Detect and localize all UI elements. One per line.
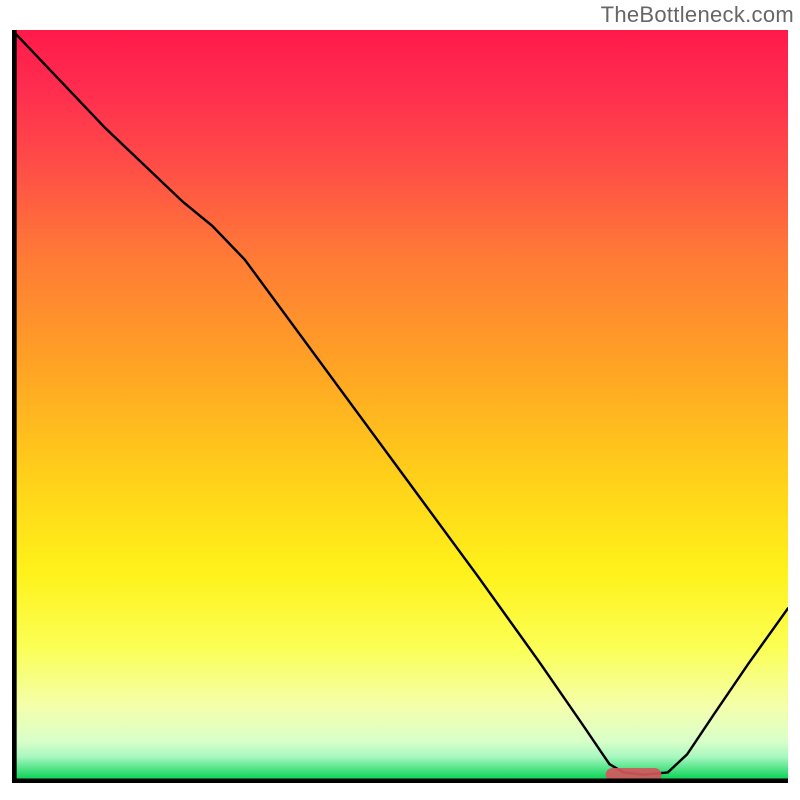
gradient-background bbox=[12, 30, 788, 783]
plot-area bbox=[12, 30, 788, 783]
bottleneck-curve-chart bbox=[12, 30, 788, 783]
watermark-text: TheBottleneck.com bbox=[601, 2, 794, 28]
chart-container: TheBottleneck.com bbox=[0, 0, 800, 800]
